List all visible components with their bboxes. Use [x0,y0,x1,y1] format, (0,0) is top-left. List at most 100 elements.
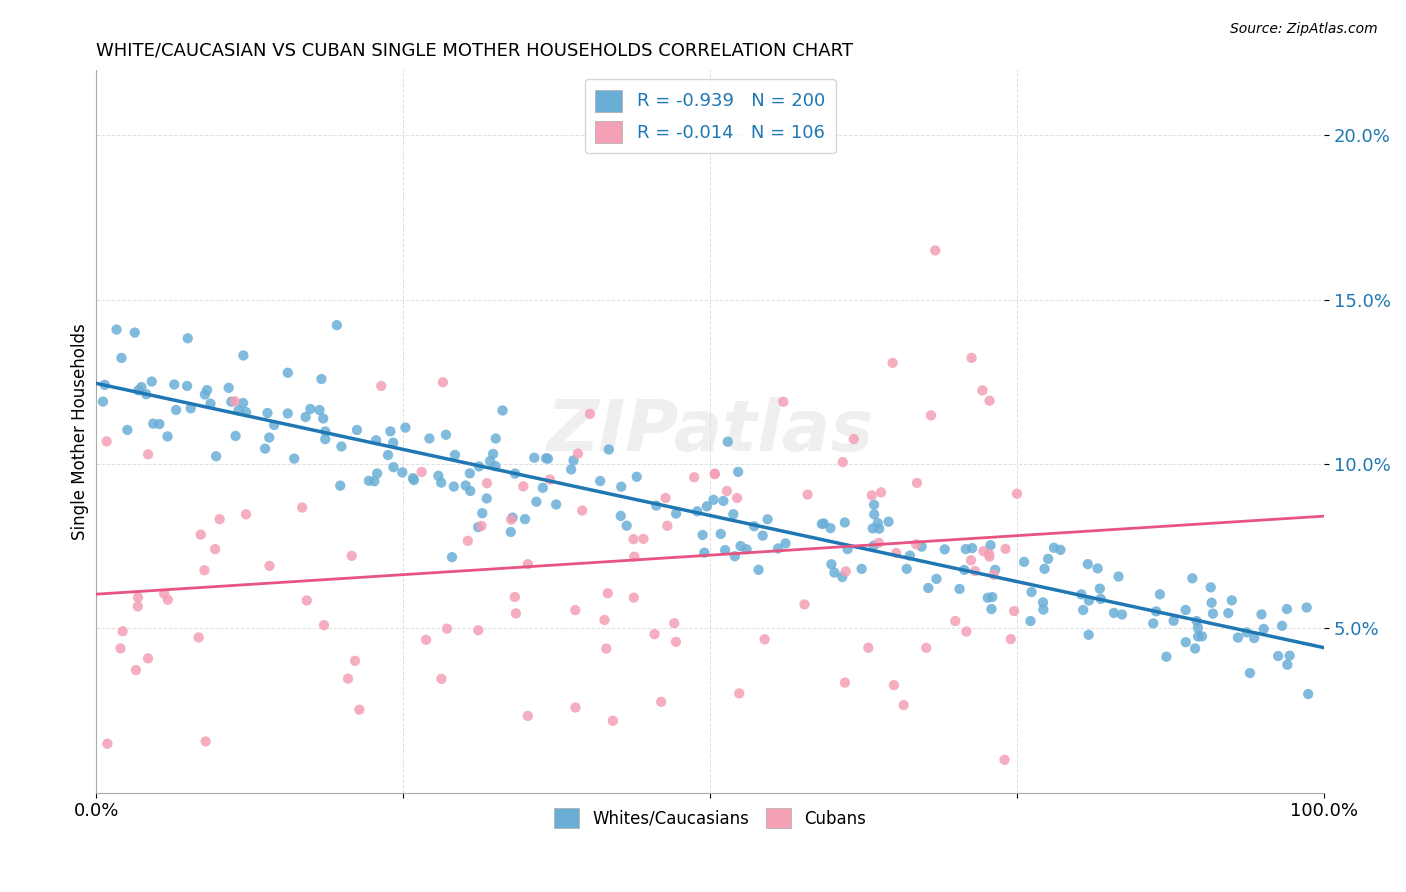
Point [195,383,218,397]
Point [200,396,222,410]
Point [1070,587,1092,601]
Point [868,522,890,536]
Point [377,448,399,462]
Point [562,453,585,467]
Point [772,394,794,409]
Point [1049,542,1071,557]
Point [1077,628,1099,642]
Point [131,380,153,394]
Point [349,703,371,717]
Point [96,737,118,751]
Point [593,613,616,627]
Point [1002,604,1025,618]
Point [980,602,1002,616]
Point [943,614,966,628]
Point [862,539,884,553]
Point [1087,561,1109,575]
Point [1220,593,1243,607]
Point [1108,569,1130,583]
Point [225,429,247,443]
Point [793,598,815,612]
Point [512,479,534,493]
Point [467,520,489,534]
Point [363,475,385,489]
Point [467,624,489,638]
Point [756,512,779,526]
Point [1181,571,1204,585]
Point [117,423,139,437]
Point [898,549,921,563]
Point [1296,687,1319,701]
Point [983,567,1005,582]
Point [654,491,676,505]
Point [877,515,900,529]
Point [1295,600,1317,615]
Point [1239,666,1261,681]
Point [346,423,368,437]
Point [567,447,589,461]
Point [499,524,522,539]
Point [475,491,498,506]
Point [1163,614,1185,628]
Point [609,508,631,523]
Point [1088,582,1111,596]
Point [443,480,465,494]
Point [713,494,735,508]
Point [960,541,983,555]
Point [977,591,1000,605]
Point [920,409,942,423]
Point [1201,596,1223,610]
Point [1032,602,1054,616]
Point [823,566,845,580]
Point [616,518,638,533]
Point [454,478,477,492]
Point [728,686,751,700]
Point [259,558,281,573]
Point [436,622,458,636]
Point [194,734,217,748]
Point [972,384,994,398]
Point [1000,632,1022,646]
Point [560,462,582,476]
Point [1250,607,1272,622]
Point [516,709,538,723]
Point [665,507,688,521]
Point [326,318,349,333]
Point [471,506,494,520]
Point [343,654,366,668]
Point [366,467,388,481]
Point [960,351,983,365]
Point [834,516,856,530]
Point [596,586,619,600]
Point [1174,635,1197,649]
Point [193,563,215,577]
Point [127,384,149,398]
Point [595,641,617,656]
Point [1226,631,1249,645]
Point [434,427,457,442]
Point [1005,487,1028,501]
Point [534,451,557,466]
Point [893,698,915,712]
Point [224,394,246,409]
Point [766,541,789,556]
Point [337,672,360,686]
Point [633,532,655,546]
Point [725,491,748,505]
Point [910,540,932,554]
Point [232,396,254,410]
Y-axis label: Single Mother Households: Single Mother Households [72,323,89,540]
Point [748,563,770,577]
Point [156,429,179,443]
Point [312,411,335,425]
Point [136,447,159,461]
Point [153,587,176,601]
Point [723,507,745,521]
Point [484,459,506,474]
Point [735,542,758,557]
Point [475,476,498,491]
Point [501,512,523,526]
Point [1185,614,1208,628]
Point [866,516,889,530]
Point [564,700,586,714]
